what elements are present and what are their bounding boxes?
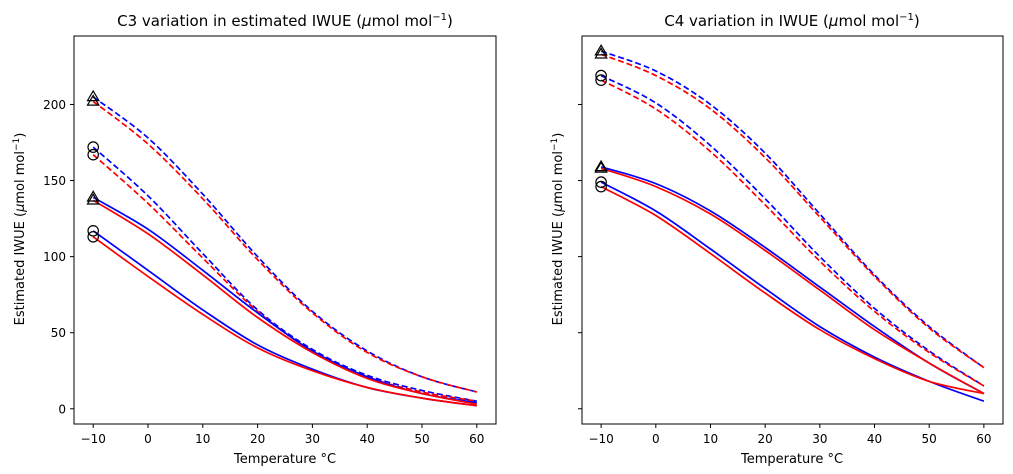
c3-y-tick-label: 0 <box>58 402 66 416</box>
c3-x-tick-label: −10 <box>81 432 106 446</box>
c4-series-line-5 <box>600 167 985 395</box>
c3-series-line-0 <box>92 96 478 393</box>
c3-series-line-4 <box>92 196 477 404</box>
c3-circle-marker-7 <box>87 231 99 243</box>
c4-series-line-4 <box>600 166 985 395</box>
c4-circle-marker-3 <box>595 74 607 86</box>
c3-y-axis-label: Estimated IWUE (μmol mol−1) <box>12 133 28 326</box>
c3-triangle-marker-0 <box>86 89 100 102</box>
c3-triangle-marker-4 <box>86 190 100 202</box>
c4-series-line-6 <box>600 181 985 402</box>
c3-series-line-5 <box>92 199 477 406</box>
c3-x-tick-label: 40 <box>360 432 375 446</box>
c4-circle-marker-2 <box>595 69 607 82</box>
c3-y-tick-label: 100 <box>43 250 66 264</box>
c4-x-tick-label: 0 <box>652 432 660 446</box>
c4-x-tick-label: 10 <box>703 432 718 446</box>
c3-circle-marker-6 <box>87 225 99 237</box>
c4-x-tick-label: 60 <box>976 432 991 446</box>
c3-x-tick-label: 0 <box>144 432 152 446</box>
c4-series-line-7 <box>600 185 985 395</box>
c4-x-tick-label: 20 <box>758 432 773 446</box>
c4-chart-panel: C4 variation in IWUE (μmol mol−1) Temper… <box>550 12 1004 467</box>
c3-y-tick-label: 150 <box>43 174 66 188</box>
c4-y-axis-label: Estimated IWUE (μmol mol−1) <box>550 133 566 326</box>
c3-x-tick-label: 60 <box>469 432 484 446</box>
c4-series-line-1 <box>600 53 985 369</box>
c3-x-axis-label: Temperature °C <box>233 452 336 467</box>
c4-plot-area: −10 0 10 20 30 40 50 60 <box>578 35 1004 446</box>
c4-chart-title: C4 variation in IWUE (μmol mol−1) <box>664 12 920 30</box>
c4-series-line-0 <box>600 50 985 369</box>
c3-series-line-1 <box>92 100 478 393</box>
c4-triangle-marker-0 <box>594 44 608 56</box>
c3-chart-title: C3 variation in estimated IWUE (μmol mol… <box>117 12 453 30</box>
c4-x-tick-label: 50 <box>922 432 937 446</box>
c3-axes-frame <box>73 35 497 425</box>
c3-x-tick-label: 50 <box>414 432 429 446</box>
c4-x-tick-label: 30 <box>812 432 827 446</box>
c3-circle-marker-3 <box>87 148 99 161</box>
c3-circle-marker-2 <box>87 141 99 153</box>
c4-series-line-2 <box>600 74 985 387</box>
c3-series-line-3 <box>92 154 477 403</box>
c4-x-tick-label: −10 <box>588 432 613 446</box>
c3-chart-panel: C3 variation in estimated IWUE (μmol mol… <box>12 12 497 467</box>
c3-plot-area: −10 0 10 20 30 40 50 60 0 50 100 150 200 <box>43 35 497 446</box>
c4-series-line-3 <box>600 79 985 387</box>
c4-triangle-marker-5 <box>594 161 608 173</box>
c3-triangle-marker-5 <box>86 193 100 205</box>
c4-triangle-marker-4 <box>594 159 608 172</box>
c4-axes-frame <box>581 35 1004 425</box>
c3-x-tick-label: 20 <box>250 432 265 446</box>
c3-series-line-7 <box>92 236 477 407</box>
c3-triangle-marker-1 <box>86 94 100 106</box>
c3-series-line-6 <box>92 230 477 407</box>
c3-y-tick-label: 200 <box>43 98 66 112</box>
c3-y-tick-label: 50 <box>51 326 66 340</box>
c4-circle-marker-7 <box>595 180 607 193</box>
c3-x-tick-label: 30 <box>305 432 320 446</box>
c4-triangle-marker-1 <box>594 47 608 59</box>
c4-x-axis-label: Temperature °C <box>740 452 843 467</box>
c4-circle-marker-6 <box>595 176 607 188</box>
c4-x-tick-label: 40 <box>867 432 882 446</box>
c3-series-line-2 <box>92 146 477 403</box>
c3-x-tick-label: 10 <box>195 432 210 446</box>
